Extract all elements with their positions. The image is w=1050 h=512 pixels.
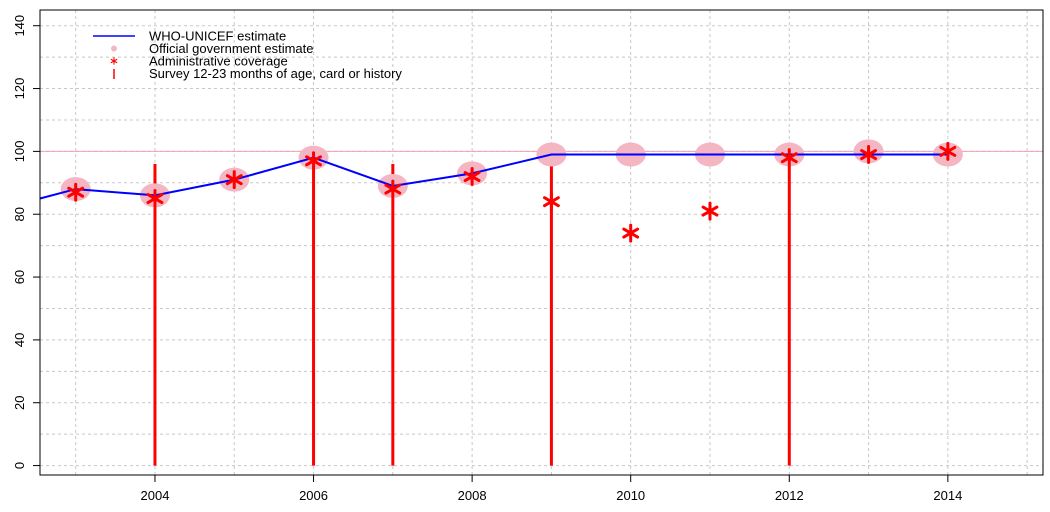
y-axis-tick-label: 120 xyxy=(12,78,27,100)
administrative-coverage-point xyxy=(67,182,85,202)
asterisk-stroke xyxy=(860,149,877,161)
y-axis-tick-label: 60 xyxy=(12,270,27,284)
asterisk-stroke xyxy=(780,152,798,164)
legend-label-administrative: Administrative coverage xyxy=(149,54,288,69)
y-axis-tick-label: 0 xyxy=(12,462,27,469)
asterisk-stroke xyxy=(939,145,957,157)
asterisk-stroke xyxy=(701,205,719,217)
legend-dot-swatch xyxy=(111,45,117,52)
y-axis-tick-label: 20 xyxy=(12,396,27,410)
x-axis-tick-label: 2008 xyxy=(458,488,487,503)
y-axis-tick-label: 80 xyxy=(12,207,27,221)
asterisk-stroke xyxy=(146,193,164,205)
x-axis-tick-label: 2004 xyxy=(141,488,170,503)
administrative-coverage-point xyxy=(225,170,243,190)
x-axis-tick-label: 2014 xyxy=(933,488,962,503)
grid-lines xyxy=(40,10,1043,475)
administrative-coverage-point xyxy=(146,189,164,209)
asterisk-stroke xyxy=(67,186,85,198)
plot-frame xyxy=(39,9,1044,476)
x-axis-tick-label: 2010 xyxy=(616,488,645,503)
who-unicef-line xyxy=(39,153,948,200)
official-estimate-points xyxy=(60,139,963,208)
x-axis-tick-label: 2012 xyxy=(775,488,804,503)
x-axis-tick-label: 2006 xyxy=(299,488,328,503)
administrative-coverage-points xyxy=(67,141,957,243)
administrative-coverage-point xyxy=(701,201,719,221)
legend: WHO-UNICEF estimate Official government … xyxy=(93,29,402,81)
legend-asterisk-swatch xyxy=(110,57,118,65)
asterisk-stroke xyxy=(463,171,481,183)
administrative-coverage-point xyxy=(384,179,402,199)
legend-label-official: Official government estimate xyxy=(149,41,314,56)
asterisk-stroke xyxy=(622,227,640,239)
y-axis-tick-label: 40 xyxy=(12,333,27,347)
administrative-coverage-point xyxy=(542,192,560,212)
y-axis-tick-label: 100 xyxy=(12,141,27,163)
legend-label-survey: Survey 12-23 months of age, card or hist… xyxy=(149,66,402,81)
y-axis: 0 20 40 60 80 100 120 140 xyxy=(12,15,40,469)
asterisk-stroke xyxy=(384,183,402,195)
administrative-coverage-point xyxy=(860,145,877,165)
who-unicef-line-layer xyxy=(39,153,948,200)
administrative-coverage-point xyxy=(305,151,322,171)
y-axis-tick-label: 140 xyxy=(12,15,27,37)
administrative-coverage-point xyxy=(780,148,798,168)
legend-label-who-unicef: WHO-UNICEF estimate xyxy=(149,29,286,44)
administrative-coverage-point xyxy=(463,167,481,187)
asterisk-stroke xyxy=(542,196,560,208)
asterisk-stroke xyxy=(225,174,243,186)
administrative-coverage-point xyxy=(622,223,640,243)
x-axis: 2004 2006 2008 2010 2012 2014 xyxy=(141,475,962,503)
administrative-coverage-point xyxy=(939,141,957,161)
asterisk-stroke xyxy=(305,155,322,167)
